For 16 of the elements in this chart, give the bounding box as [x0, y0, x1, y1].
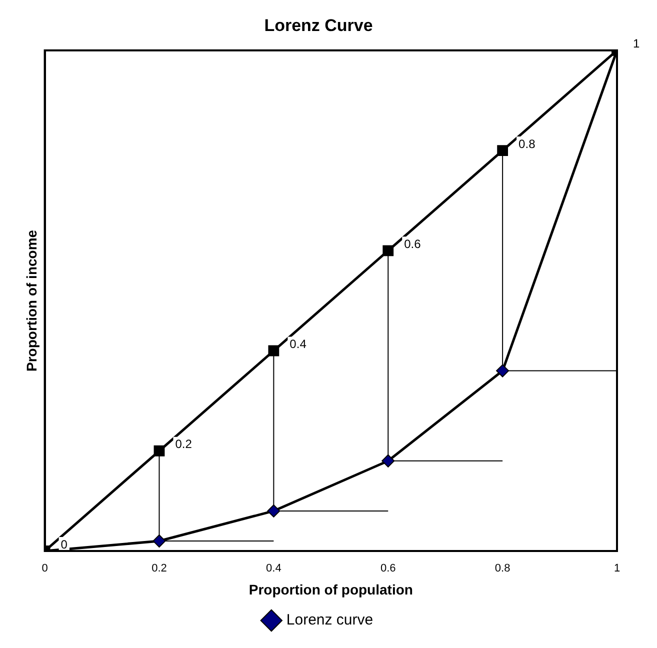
- legend-label: Lorenz curve: [286, 612, 374, 629]
- chart-title: Lorenz Curve: [264, 16, 373, 35]
- data-label: 0.6: [404, 236, 422, 251]
- data-label: 0.4: [290, 337, 307, 352]
- data-label: 0.8: [518, 136, 536, 151]
- x-tick-label: 0.6: [380, 562, 396, 575]
- x-tick-label: 0.2: [152, 562, 167, 575]
- data-label: 1: [633, 36, 640, 51]
- x-tick-label: 0.8: [494, 562, 510, 575]
- x-tick-label: 0.4: [266, 562, 282, 575]
- x-tick-label: 0: [42, 562, 48, 575]
- data-label: 0.2: [175, 437, 192, 452]
- data-label: 0: [60, 537, 68, 552]
- y-axis-title: Proportion of income: [23, 230, 40, 372]
- x-axis-title: Proportion of population: [248, 581, 413, 598]
- x-tick-label: 1: [614, 562, 620, 575]
